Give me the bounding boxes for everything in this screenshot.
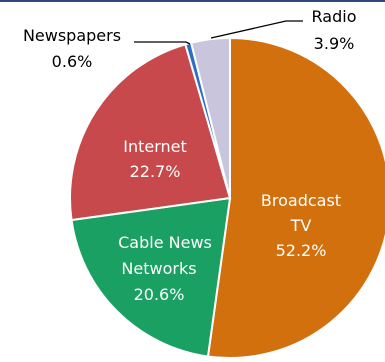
slice-internet [69, 43, 232, 222]
label-cable-line2: Networks [121, 259, 196, 278]
label-internet-name: Internet [123, 137, 187, 156]
label-broadcast-line1: Broadcast [261, 191, 341, 210]
label-broadcast-line2: TV [290, 216, 312, 235]
label-broadcast-value: 52.2% [276, 241, 327, 260]
slice-cable-news-networks [70, 196, 232, 358]
label-radio-name: Radio [312, 7, 357, 26]
label-newspapers-name: Newspapers [23, 26, 121, 45]
label-cable-value: 20.6% [134, 285, 185, 304]
newspapers-leader-line [134, 41, 191, 45]
slice-radio [189, 36, 231, 199]
label-internet-value: 22.7% [130, 162, 181, 181]
slice-broadcast-tv [206, 36, 385, 359]
label-radio-value: 3.9% [314, 34, 355, 53]
radio-leader-line [210, 20, 303, 39]
label-newspapers-value: 0.6% [52, 52, 93, 71]
label-cable-line1: Cable News [118, 233, 212, 252]
pie-slices [69, 36, 385, 359]
top-border [0, 0, 385, 2]
